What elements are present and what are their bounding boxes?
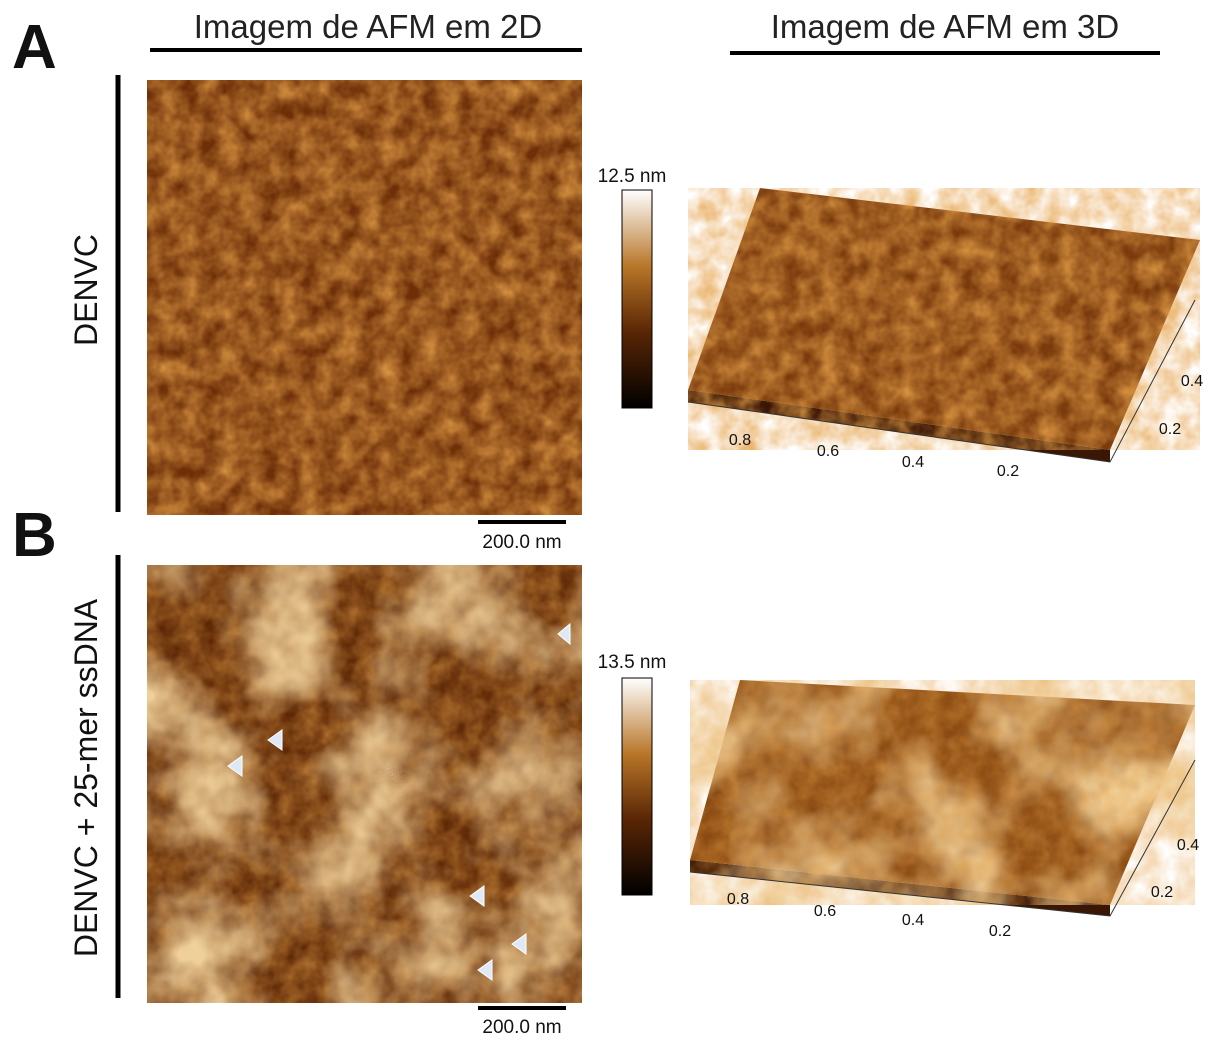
- y-tick-label: 0.4: [1177, 837, 1199, 854]
- panel-letter: A: [12, 13, 57, 82]
- scale-bar-label: 200.0 nm: [482, 1017, 561, 1038]
- y-tick-label: 0.4: [1181, 373, 1203, 390]
- row-label: DENVC: [68, 234, 104, 346]
- panel-letter: B: [12, 501, 57, 570]
- colorbar-max: 13.5 nm: [598, 652, 667, 673]
- x-tick-label: 0.6: [814, 903, 836, 920]
- afm-2d-texture: [147, 80, 582, 515]
- x-tick-label: 0.4: [902, 454, 924, 471]
- x-tick-label: 0.8: [727, 891, 749, 908]
- y-tick-label: 0.2: [1159, 421, 1181, 438]
- y-tick-label: 0.2: [1151, 884, 1173, 901]
- colorbar-max: 12.5 nm: [598, 166, 667, 187]
- x-tick-label: 0.6: [817, 443, 839, 460]
- header-left: Imagem de AFM em 2D: [194, 8, 542, 45]
- x-tick-label: 0.4: [902, 912, 924, 929]
- x-tick-label: 0.2: [997, 463, 1019, 480]
- colorbar: [622, 190, 652, 408]
- figure: Imagem de AFM em 2D Imagem de AFM em 3D …: [0, 0, 1215, 1040]
- header-right: Imagem de AFM em 3D: [771, 8, 1119, 45]
- x-tick-label: 0.8: [729, 432, 751, 449]
- x-tick-label: 0.2: [989, 923, 1011, 940]
- colorbar: [622, 678, 652, 895]
- afm-2d-texture: [147, 565, 582, 1003]
- scale-bar-label: 200.0 nm: [482, 532, 561, 553]
- row-label: DENVC + 25-mer ssDNA: [68, 598, 104, 957]
